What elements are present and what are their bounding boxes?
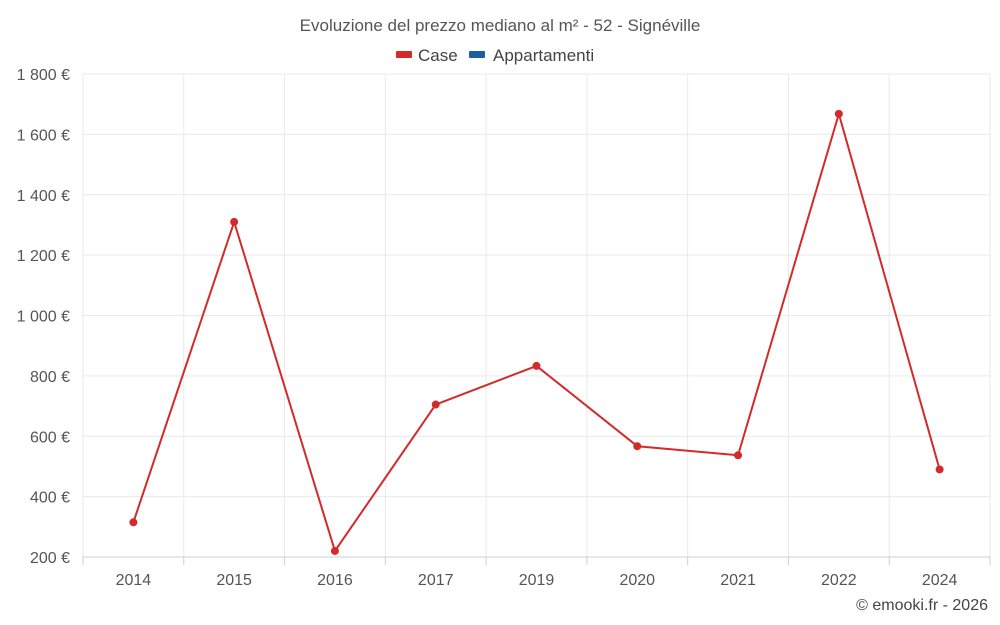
legend-label-case: Case <box>418 46 458 65</box>
credit-text: © emooki.fr - 2026 <box>856 597 988 614</box>
axes: 200 € 400 € 600 € 800 € 1 000 € 1 200 € 1 400 … <box>17 67 991 589</box>
x-tick-label: 2019 <box>519 572 555 589</box>
x-tick-label: 2024 <box>922 572 958 589</box>
chart-title: Evoluzione del prezzo mediano al m² - 52… <box>300 16 701 35</box>
y-tick-label: 1 000 € <box>17 309 70 326</box>
data-point[interactable] <box>431 400 440 409</box>
legend-swatch-case <box>396 51 412 58</box>
y-tick-label: 1 600 € <box>17 127 70 144</box>
y-tick-label: 600 € <box>30 429 70 446</box>
legend-swatch-appartamenti <box>469 51 485 58</box>
x-tick-label: 2016 <box>317 572 353 589</box>
y-tick-label: 800 € <box>30 369 70 386</box>
data-point[interactable] <box>935 465 944 474</box>
x-tick-label: 2020 <box>619 572 655 589</box>
x-tick-label: 2022 <box>821 572 857 589</box>
data-point[interactable] <box>330 546 339 555</box>
legend-item-appartamenti[interactable]: Appartamenti <box>469 46 594 65</box>
grid <box>82 73 991 557</box>
data-point[interactable] <box>633 442 642 451</box>
x-tick-label: 2014 <box>116 572 152 589</box>
y-tick-label: 1 800 € <box>17 67 70 84</box>
data-point[interactable] <box>834 109 843 118</box>
y-tick-label: 200 € <box>30 550 70 567</box>
data-point[interactable] <box>129 518 138 527</box>
x-tick-label: 2021 <box>720 572 756 589</box>
y-tick-label: 1 200 € <box>17 248 70 265</box>
legend-item-case[interactable]: Case <box>396 46 458 65</box>
series-case <box>129 109 944 555</box>
x-tick-label: 2017 <box>418 572 454 589</box>
data-point[interactable] <box>230 217 239 226</box>
x-tick-label: 2015 <box>216 572 252 589</box>
legend: Case Appartamenti <box>396 46 594 65</box>
data-point[interactable] <box>532 361 541 370</box>
data-point[interactable] <box>734 451 743 460</box>
series-line <box>132 112 941 552</box>
y-tick-label: 1 400 € <box>17 188 70 205</box>
legend-label-appartamenti: Appartamenti <box>493 46 594 65</box>
y-tick-label: 400 € <box>30 490 70 507</box>
